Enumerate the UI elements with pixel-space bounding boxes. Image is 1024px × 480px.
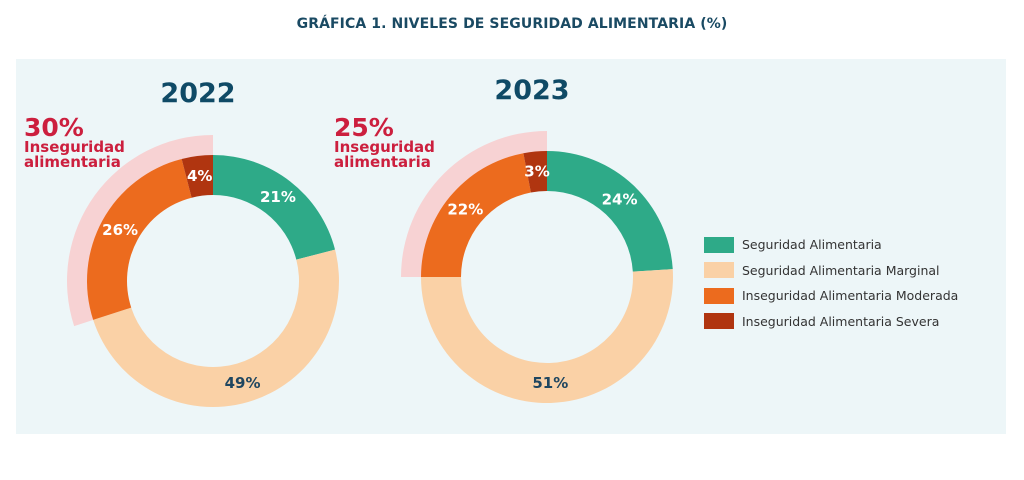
legend-item-seguridad: Seguridad Alimentaria — [704, 232, 958, 258]
segment-marginal — [421, 269, 673, 403]
legend-swatch — [704, 262, 734, 279]
legend-swatch — [704, 313, 734, 330]
segment-label-marginal: 51% — [532, 374, 568, 392]
segment-label-marginal: 49% — [225, 374, 261, 392]
legend: Seguridad Alimentaria Seguridad Alimenta… — [704, 232, 958, 334]
insecurity-total: 25% — [334, 113, 394, 142]
legend-item-moderada: Inseguridad Alimentaria Moderada — [704, 283, 958, 309]
legend-item-marginal: Seguridad Alimentaria Marginal — [704, 258, 958, 284]
segment-severa — [181, 155, 213, 198]
insecurity-label: Inseguridad — [24, 138, 125, 156]
insecurity-label: alimentaria — [334, 153, 431, 171]
insecurity-label: alimentaria — [24, 153, 121, 171]
insecurity-highlight-band — [66, 135, 213, 327]
insecurity-label: Inseguridad — [334, 138, 435, 156]
segment-label-seguridad: 21% — [260, 188, 296, 206]
segment-severa — [523, 151, 547, 193]
segment-seguridad — [547, 151, 673, 272]
year-label: 2022 — [160, 78, 235, 109]
segment-label-severa: 4% — [187, 167, 212, 185]
legend-swatch — [704, 236, 734, 253]
legend-item-severa: Inseguridad Alimentaria Severa — [704, 309, 958, 335]
segment-label-moderada: 26% — [102, 221, 138, 239]
segment-seguridad — [213, 155, 336, 260]
segment-moderada — [421, 153, 531, 277]
segment-label-severa: 3% — [524, 162, 549, 180]
segment-moderada — [87, 158, 192, 320]
segment-label-moderada: 22% — [447, 200, 483, 218]
chart-title: GRÁFICA 1. NIVELES DE SEGURIDAD ALIMENTA… — [296, 16, 728, 32]
legend-label: Inseguridad Alimentaria Moderada — [742, 288, 959, 304]
segment-label-seguridad: 24% — [602, 191, 638, 209]
legend-label: Inseguridad Alimentaria Severa — [742, 313, 940, 329]
segment-marginal — [93, 249, 340, 408]
legend-label: Seguridad Alimentaria — [742, 237, 882, 253]
legend-swatch — [704, 287, 734, 304]
insecurity-highlight-band — [401, 131, 547, 277]
year-label: 2023 — [494, 75, 569, 106]
legend-label: Seguridad Alimentaria Marginal — [742, 262, 940, 278]
insecurity-total: 30% — [24, 113, 84, 142]
